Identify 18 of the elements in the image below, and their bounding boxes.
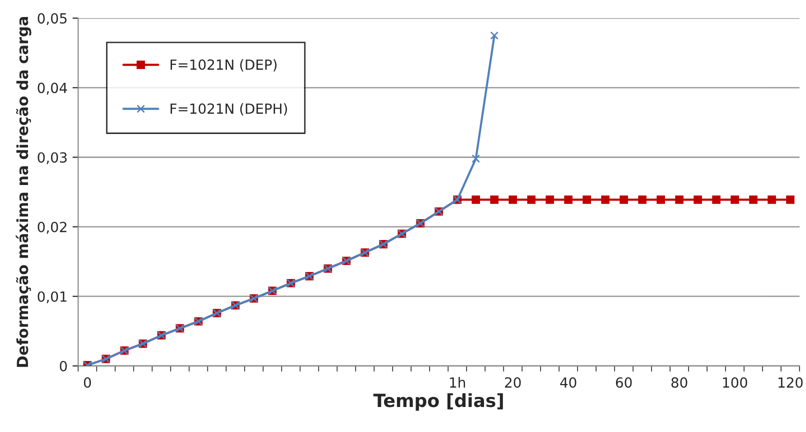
x-tick-label: 100 [723, 377, 748, 388]
y-tick-label: 0,01 [38, 291, 66, 304]
legend-label: F=1021N (DEPH) [170, 103, 287, 116]
legend-label: F=1021N (DEP) [170, 59, 277, 72]
x-tick-label: 20 [505, 377, 521, 388]
x-tick-label: 60 [616, 377, 632, 388]
x-tick-label: 120 [778, 377, 803, 388]
x-tick-label: 1h [450, 377, 466, 388]
y-tick-label: 0,02 [38, 222, 66, 234]
y-tick-label: 0,04 [38, 82, 67, 95]
y-tick-label: 0,03 [38, 152, 67, 164]
y-axis-title: Deformação máxima na direção da carga [16, 16, 32, 367]
y-tick-label: 0 [60, 360, 67, 372]
x-tick-label: 0 [84, 377, 91, 388]
x-tick-label: 40 [560, 377, 576, 388]
x-tick-label: 80 [671, 377, 688, 388]
x-axis-title: Tempo [dias] [373, 393, 503, 411]
y-tick-label: 0,05 [38, 13, 67, 26]
